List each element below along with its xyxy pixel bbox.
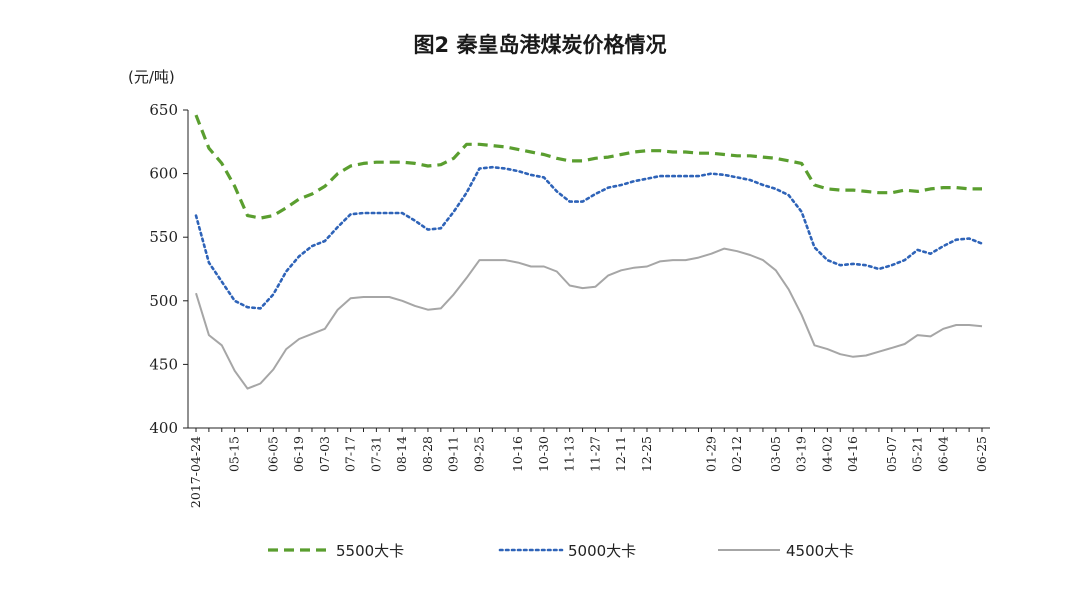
x-tick-label: 12-11 — [613, 436, 628, 472]
x-tick-label: 06-25 — [974, 436, 989, 472]
x-tick-label: 03-05 — [768, 436, 783, 472]
x-tick-label: 2017-04-24 — [188, 436, 203, 508]
x-tick-label: 09-25 — [471, 436, 486, 472]
y-axis-unit-label: (元/吨) — [128, 68, 175, 86]
x-tick-label: 10-16 — [510, 436, 525, 472]
x-tick-label: 09-11 — [446, 436, 461, 472]
y-tick-label: 500 — [149, 292, 178, 310]
x-tick-label: 04-02 — [819, 436, 834, 472]
series-line-1 — [194, 114, 982, 220]
y-tick-label: 400 — [149, 419, 178, 437]
x-tick-label: 06-04 — [935, 436, 950, 472]
x-tick-label: 08-28 — [420, 436, 435, 472]
x-tick-label: 06-19 — [291, 436, 306, 472]
x-tick-label: 07-31 — [368, 436, 383, 472]
x-tick-label: 10-30 — [536, 436, 551, 472]
y-tick-label: 600 — [149, 165, 178, 183]
series-line-2 — [194, 165, 984, 310]
legend-label-1: 5500大卡 — [336, 542, 404, 560]
x-tick-label: 06-05 — [265, 436, 280, 472]
x-tick-label: 07-03 — [317, 436, 332, 472]
y-tick-label: 550 — [149, 228, 178, 246]
chart-title: 图2 秦皇岛港煤炭价格情况 — [414, 33, 667, 57]
series-line-3 — [195, 247, 983, 390]
y-axis: 400 450 500 550 600 650 — [149, 101, 189, 437]
x-axis: 2017-04-24 05-15 06-05 06-19 07-03 07-17 07-31… — [188, 427, 990, 508]
x-tick-label: 05-15 — [227, 436, 242, 472]
legend: 5500大卡 5000大卡 4500大卡 — [268, 542, 854, 560]
x-tick-label: 12-25 — [639, 436, 654, 472]
x-tick-label: 11-27 — [587, 436, 602, 472]
x-tick-label: 02-12 — [729, 436, 744, 472]
x-tick-label: 01-29 — [703, 436, 718, 472]
legend-label-3: 4500大卡 — [786, 542, 854, 560]
x-tick-label: 05-21 — [910, 436, 925, 472]
x-tick-label: 03-19 — [794, 436, 809, 472]
y-tick-label: 450 — [149, 355, 178, 373]
series-layer — [194, 114, 984, 390]
x-tick-label: 11-13 — [562, 436, 577, 472]
x-tick-label: 08-14 — [394, 436, 409, 472]
x-tick-label: 04-16 — [845, 436, 860, 472]
legend-label-2: 5000大卡 — [568, 542, 636, 560]
x-tick-label: 05-07 — [884, 436, 899, 472]
y-tick-label: 650 — [149, 101, 178, 119]
x-tick-label: 07-17 — [343, 436, 358, 472]
